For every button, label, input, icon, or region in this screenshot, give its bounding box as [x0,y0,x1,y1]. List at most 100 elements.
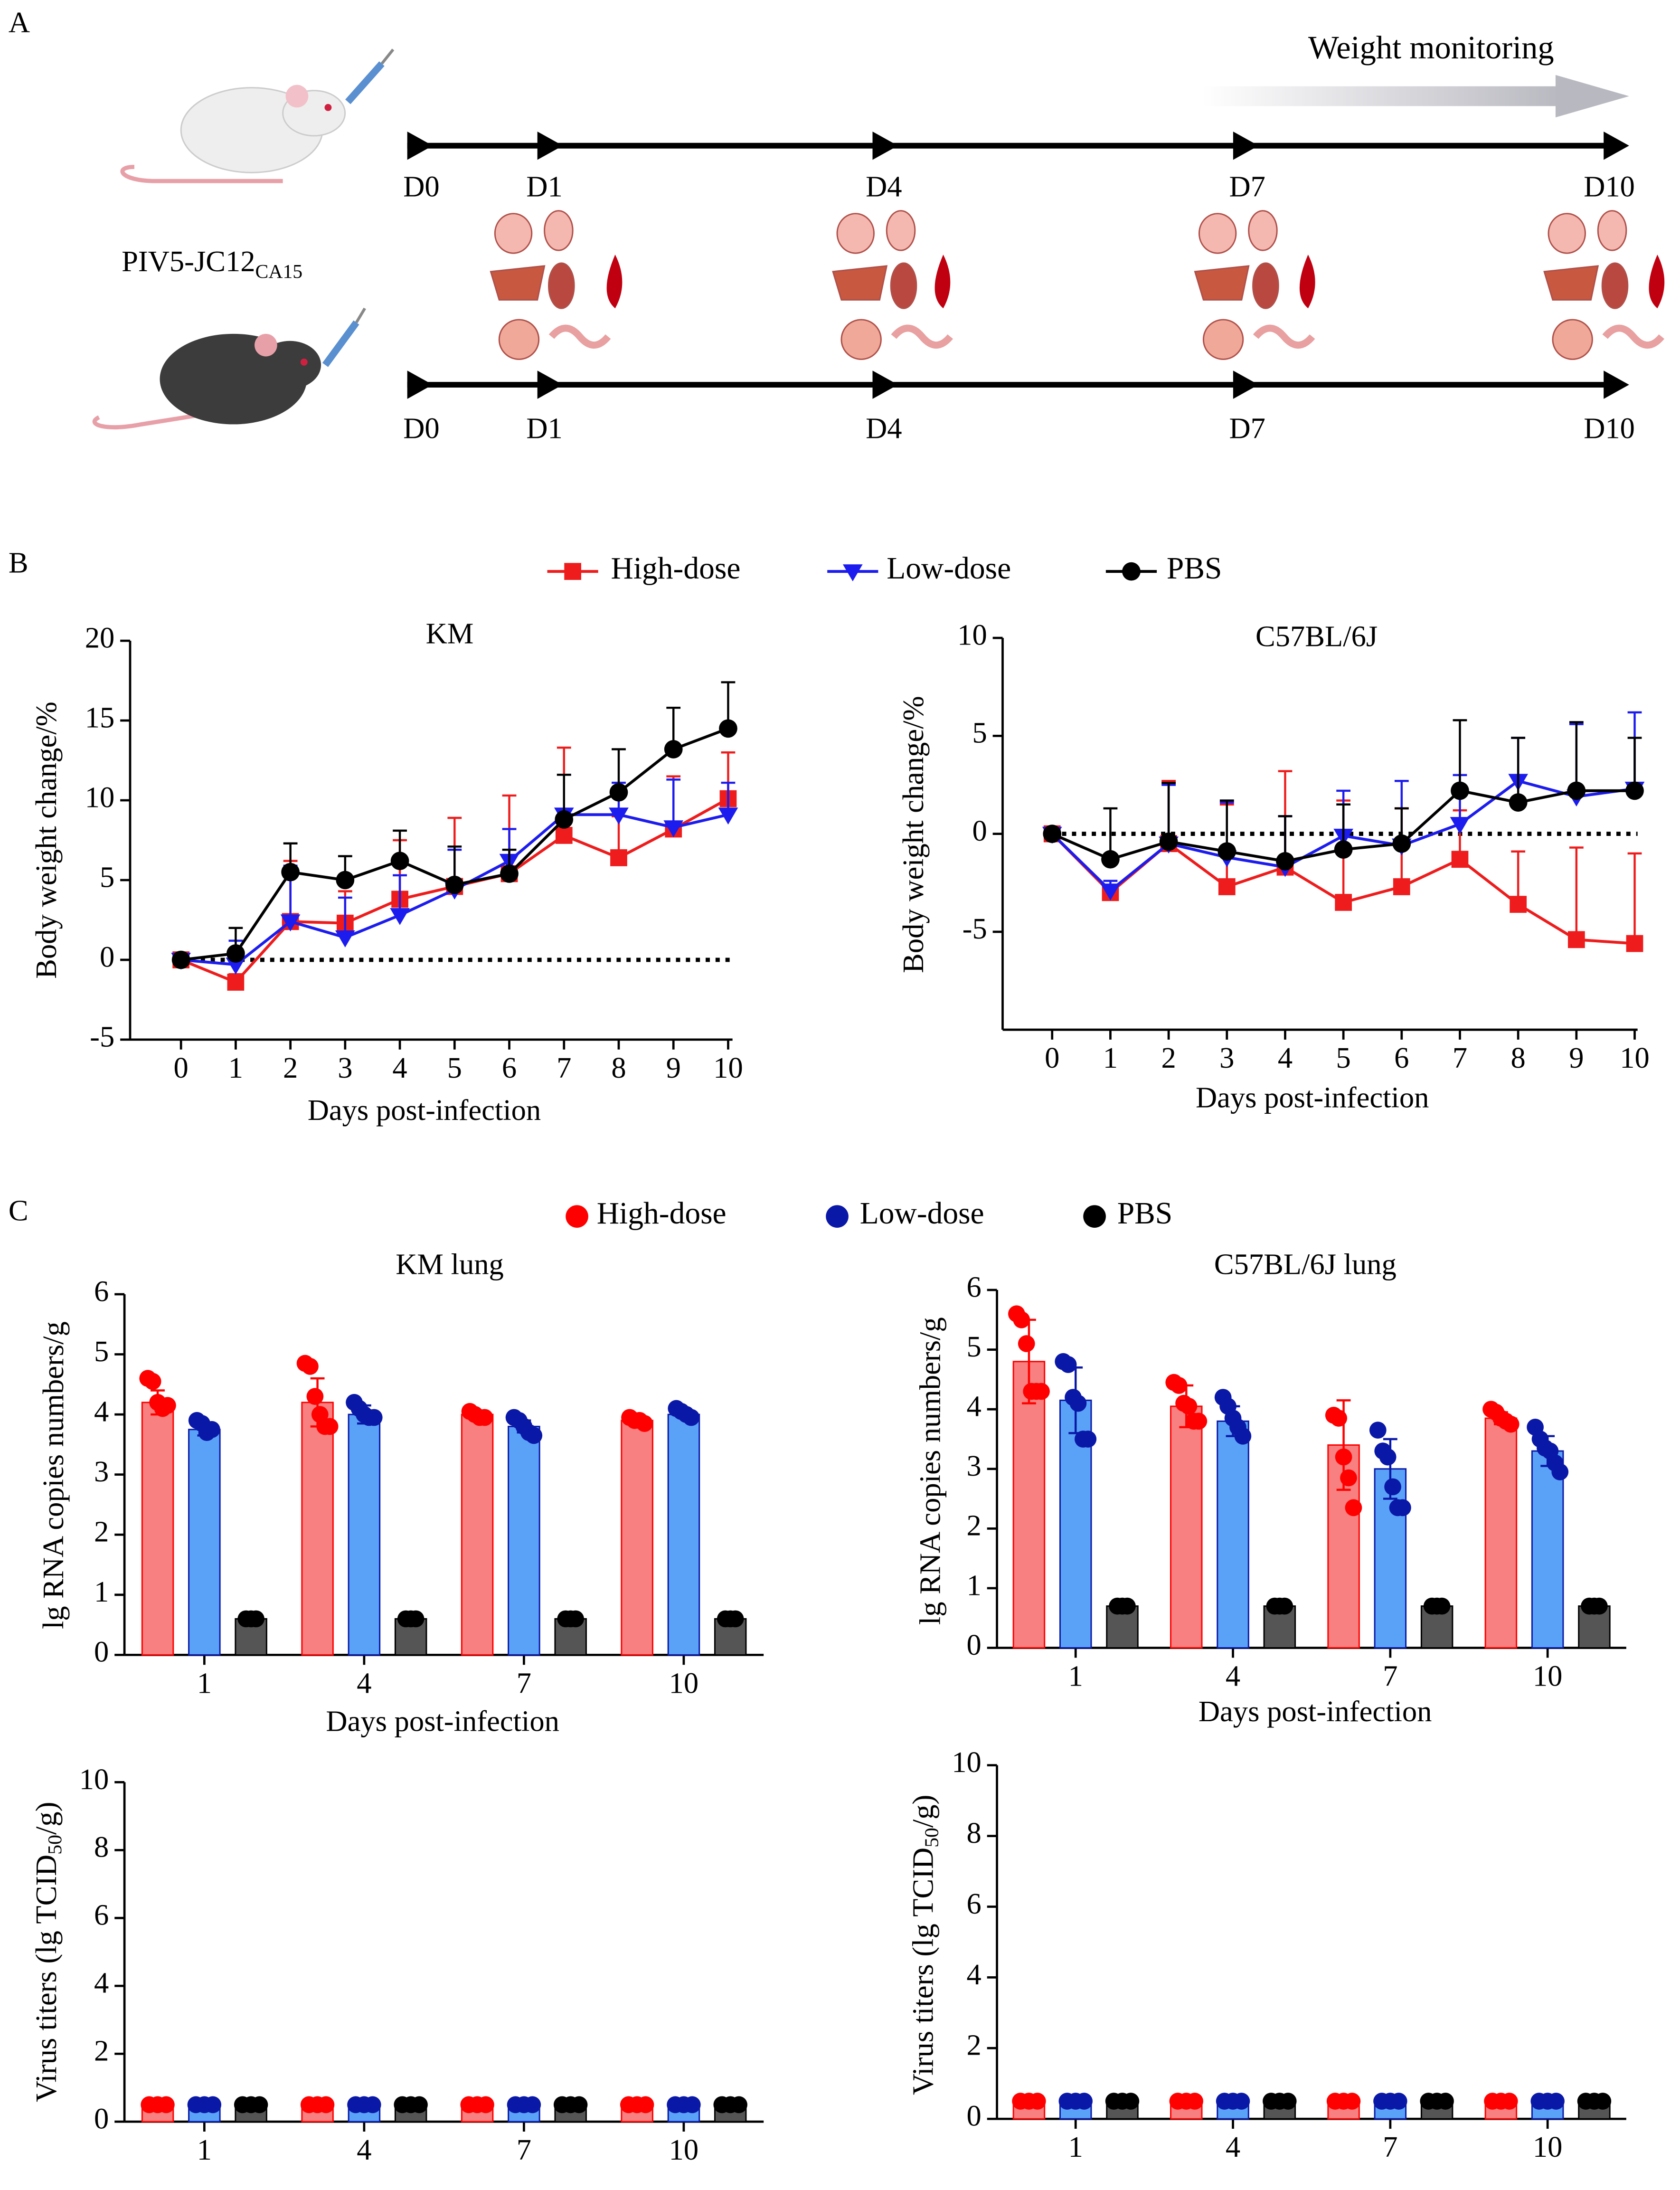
x-tick-label: 10 [1533,1659,1563,1692]
data-point [567,1610,584,1628]
marker [390,852,409,871]
data-point [158,2096,175,2114]
timeline-art [92,48,1665,430]
legend-marker [842,564,863,582]
marker [1393,878,1410,895]
data-point [1013,1311,1030,1328]
white-mouse [120,48,395,183]
y-axis-label: Body weight change/% [897,696,930,973]
data-point [411,2096,428,2114]
y-tick-label: 2 [967,1509,982,1542]
y-tick-label: 20 [85,621,115,654]
x-tick-label: 10 [669,1666,699,1699]
y-axis-label: Virus titers (lg TCID50/g) [30,1802,66,2103]
y-label-text: Body weight change/% [897,696,930,973]
y-tick-label: 4 [967,1390,982,1423]
data-point [247,1610,264,1628]
weight-arrow-head [1555,75,1629,118]
x-tick-label: 2 [283,1051,298,1084]
x-tick-label: 7 [1383,1659,1397,1692]
x-tick-label: 1 [1103,1041,1118,1074]
marker [336,871,355,890]
x-tick-label: 3 [1219,1041,1234,1074]
x-tick-label: 9 [1569,1041,1584,1074]
marker [663,820,684,837]
data-point [1335,1448,1352,1466]
marker [281,863,300,882]
data-point [302,1357,319,1375]
bar [348,1413,381,1656]
x-tick-label: 10 [669,2133,699,2166]
x-tick-label: 0 [1045,1041,1059,1074]
strain-label: PIV5-JC12CA15 [122,245,302,282]
marker [1450,817,1470,834]
data-point [203,1421,220,1438]
y-axis-label: Virus titers (lg TCID50/g) [906,1795,943,2095]
bar [1531,1450,1564,1649]
data-point [1234,1427,1252,1445]
data-point [1180,1398,1198,1415]
data-point [204,2096,222,2114]
x-axis-label: Days post-infection [1196,1081,1429,1114]
weight-arrow [1202,86,1563,106]
y-tick-label: 4 [94,1394,109,1428]
bar [301,1402,334,1656]
day-label: D7 [1229,170,1265,203]
y-tick-label: 5 [967,1330,982,1363]
data-point [1059,1356,1077,1373]
x-tick-label: 5 [1336,1041,1351,1074]
data-point [1384,1478,1401,1496]
data-point [1233,2093,1250,2110]
legend-label: High-dose [597,1196,727,1231]
x-tick-label: 4 [357,1666,371,1699]
legend-marker [1083,1205,1106,1228]
panel-label: A [9,6,30,39]
x-tick-label: 0 [174,1051,189,1084]
x-axis-label: Days post-infection [326,1705,559,1738]
data-point [1394,1499,1411,1517]
day-label: D10 [1584,412,1635,445]
marker [1218,842,1236,861]
data-point [317,2096,335,2114]
data-point [1018,1335,1035,1352]
data-point [682,1409,700,1426]
legend-marker [566,1205,588,1228]
marker [227,944,245,963]
marker [1159,832,1178,851]
y-label-tail: /g) [30,1802,63,1835]
y-tick-label: 10 [79,1763,109,1796]
x-tick-label: 7 [1453,1041,1467,1074]
y-tick-label: 0 [967,1628,982,1661]
panel-label: B [9,546,28,579]
data-point [1279,2093,1297,2110]
data-point [364,2096,381,2114]
data-point [144,1373,161,1390]
data-point [1369,1422,1387,1439]
y-label-text: Virus titers (lg TCID [30,1855,63,2102]
data-point [1170,1377,1188,1394]
bar [1217,1420,1249,1649]
data-point [683,2096,701,2114]
x-tick-label: 4 [1226,1659,1240,1692]
x-tick-label: 2 [1161,1041,1176,1074]
y-tick-label: 0 [94,2102,109,2135]
x-tick-label: 4 [1278,1041,1293,1074]
legend-label: High-dose [611,551,741,586]
y-label-text: lg RNA copies numbers/g [37,1321,70,1629]
y-tick-label: 3 [967,1449,982,1482]
x-tick-label: 4 [1226,2130,1240,2163]
data-point [1390,2093,1407,2110]
day-label: D1 [526,170,562,203]
marker [171,950,190,969]
y-label-text: lg RNA copies numbers/g [914,1317,947,1625]
data-point [1594,2093,1612,2110]
data-point [476,1409,493,1426]
x-tick-label: 8 [1511,1041,1526,1074]
x-tick-label: 1 [197,1666,212,1699]
marker [1276,852,1294,871]
y-tick-label: 0 [100,940,114,973]
legend-label: PBS [1167,551,1222,586]
data-point [1076,2093,1093,2110]
data-point [321,1418,339,1435]
x-tick-label: 7 [517,2133,531,2166]
